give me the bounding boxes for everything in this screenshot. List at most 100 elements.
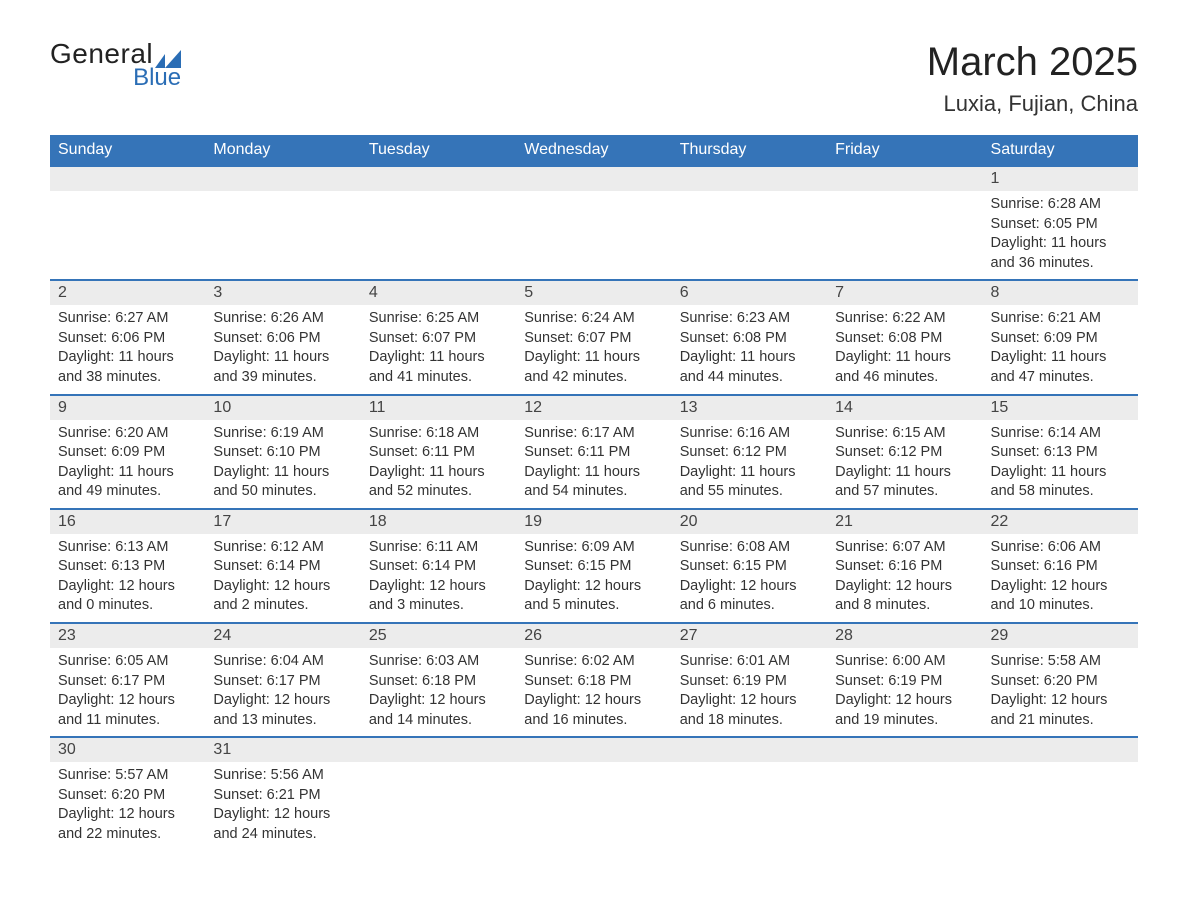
day-body: Sunrise: 6:01 AMSunset: 6:19 PMDaylight:… [672, 648, 827, 736]
sunset-line: Sunset: 6:10 PM [213, 443, 352, 463]
calendar-day-cell [672, 737, 827, 850]
day-number: 27 [672, 624, 827, 648]
daylight1-line: Daylight: 11 hours [680, 463, 819, 483]
sunset-line: Sunset: 6:20 PM [58, 786, 197, 806]
sunrise-line: Sunrise: 6:02 AM [524, 652, 663, 672]
sunrise-line: Sunrise: 6:13 AM [58, 538, 197, 558]
day-number: 23 [50, 624, 205, 648]
sunset-line: Sunset: 6:12 PM [680, 443, 819, 463]
daylight1-line: Daylight: 11 hours [369, 348, 508, 368]
daylight1-line: Daylight: 12 hours [58, 691, 197, 711]
daylight2-line: and 2 minutes. [213, 596, 352, 616]
calendar-day-cell: 27Sunrise: 6:01 AMSunset: 6:19 PMDayligh… [672, 623, 827, 737]
daylight2-line: and 19 minutes. [835, 711, 974, 731]
sunrise-line: Sunrise: 6:24 AM [524, 309, 663, 329]
day-number [205, 167, 360, 191]
day-body: Sunrise: 6:17 AMSunset: 6:11 PMDaylight:… [516, 420, 671, 508]
calendar-day-cell: 20Sunrise: 6:08 AMSunset: 6:15 PMDayligh… [672, 509, 827, 623]
daylight2-line: and 36 minutes. [991, 254, 1130, 274]
day-number: 3 [205, 281, 360, 305]
sunrise-line: Sunrise: 6:14 AM [991, 424, 1130, 444]
sunrise-line: Sunrise: 6:16 AM [680, 424, 819, 444]
sunrise-line: Sunrise: 6:21 AM [991, 309, 1130, 329]
daylight1-line: Daylight: 11 hours [835, 348, 974, 368]
day-body [827, 762, 982, 822]
calendar-day-cell: 8Sunrise: 6:21 AMSunset: 6:09 PMDaylight… [983, 280, 1138, 394]
day-body: Sunrise: 6:19 AMSunset: 6:10 PMDaylight:… [205, 420, 360, 508]
sunrise-line: Sunrise: 6:28 AM [991, 195, 1130, 215]
calendar-day-cell [50, 166, 205, 280]
weekday-header: Monday [205, 135, 360, 166]
daylight2-line: and 21 minutes. [991, 711, 1130, 731]
day-number: 19 [516, 510, 671, 534]
brand-line2: Blue [50, 66, 181, 90]
daylight1-line: Daylight: 12 hours [991, 691, 1130, 711]
daylight1-line: Daylight: 12 hours [58, 577, 197, 597]
day-body [205, 191, 360, 251]
calendar-day-cell [516, 737, 671, 850]
sunset-line: Sunset: 6:11 PM [524, 443, 663, 463]
sunset-line: Sunset: 6:15 PM [680, 557, 819, 577]
daylight2-line: and 5 minutes. [524, 596, 663, 616]
day-body: Sunrise: 6:27 AMSunset: 6:06 PMDaylight:… [50, 305, 205, 393]
calendar-day-cell: 13 Sunrise: 6:16 AMSunset: 6:12 PMDayligh… [672, 395, 827, 509]
calendar-day-cell [983, 737, 1138, 850]
day-body: Sunrise: 6:22 AMSunset: 6:08 PMDaylight:… [827, 305, 982, 393]
calendar-day-cell: 12Sunrise: 6:17 AMSunset: 6:11 PMDayligh… [516, 395, 671, 509]
day-number [672, 167, 827, 191]
day-number: 15 [983, 396, 1138, 420]
sunset-line: Sunset: 6:17 PM [213, 672, 352, 692]
daylight2-line: and 3 minutes. [369, 596, 508, 616]
day-number: 7 [827, 281, 982, 305]
header-bar: General Blue March 2025 Luxia, Fujian, C… [50, 40, 1138, 117]
sunset-line: Sunset: 6:07 PM [369, 329, 508, 349]
sunset-line: Sunset: 6:14 PM [213, 557, 352, 577]
sunrise-line: Sunrise: 6:27 AM [58, 309, 197, 329]
calendar-day-cell [205, 166, 360, 280]
day-number [983, 738, 1138, 762]
sunset-line: Sunset: 6:13 PM [991, 443, 1130, 463]
weekday-header-row: SundayMondayTuesdayWednesdayThursdayFrid… [50, 135, 1138, 166]
calendar-day-cell: 18Sunrise: 6:11 AMSunset: 6:14 PMDayligh… [361, 509, 516, 623]
daylight1-line: Daylight: 11 hours [991, 463, 1130, 483]
daylight1-line: Daylight: 11 hours [369, 463, 508, 483]
weekday-header: Tuesday [361, 135, 516, 166]
weekday-header: Sunday [50, 135, 205, 166]
calendar-week-row: 16Sunrise: 6:13 AMSunset: 6:13 PMDayligh… [50, 509, 1138, 623]
day-body: Sunrise: 6:23 AMSunset: 6:08 PMDaylight:… [672, 305, 827, 393]
daylight1-line: Daylight: 12 hours [213, 691, 352, 711]
sunset-line: Sunset: 6:20 PM [991, 672, 1130, 692]
day-body [50, 191, 205, 251]
day-body: Sunrise: 6:13 AMSunset: 6:13 PMDaylight:… [50, 534, 205, 622]
day-body: Sunrise: 6:18 AMSunset: 6:11 PMDaylight:… [361, 420, 516, 508]
calendar-day-cell: 22Sunrise: 6:06 AMSunset: 6:16 PMDayligh… [983, 509, 1138, 623]
sunrise-line: Sunrise: 5:58 AM [991, 652, 1130, 672]
daylight1-line: Daylight: 12 hours [991, 577, 1130, 597]
day-body [983, 762, 1138, 822]
sunrise-line: Sunrise: 6:08 AM [680, 538, 819, 558]
sunrise-line: Sunrise: 6:23 AM [680, 309, 819, 329]
day-number: 12 [516, 396, 671, 420]
calendar-week-row: 30Sunrise: 5:57 AMSunset: 6:20 PMDayligh… [50, 737, 1138, 850]
sunset-line: Sunset: 6:06 PM [58, 329, 197, 349]
day-body: Sunrise: 6:00 AMSunset: 6:19 PMDaylight:… [827, 648, 982, 736]
daylight2-line: and 11 minutes. [58, 711, 197, 731]
day-number: 5 [516, 281, 671, 305]
day-body: Sunrise: 6:05 AMSunset: 6:17 PMDaylight:… [50, 648, 205, 736]
daylight1-line: Daylight: 12 hours [369, 691, 508, 711]
calendar-day-cell: 2Sunrise: 6:27 AMSunset: 6:06 PMDaylight… [50, 280, 205, 394]
daylight1-line: Daylight: 11 hours [58, 348, 197, 368]
weekday-header: Saturday [983, 135, 1138, 166]
calendar-day-cell [827, 166, 982, 280]
day-number [827, 738, 982, 762]
calendar-day-cell: 26Sunrise: 6:02 AMSunset: 6:18 PMDayligh… [516, 623, 671, 737]
calendar-day-cell [516, 166, 671, 280]
daylight1-line: Daylight: 11 hours [58, 463, 197, 483]
weekday-header: Wednesday [516, 135, 671, 166]
sunset-line: Sunset: 6:15 PM [524, 557, 663, 577]
calendar-week-row: 2Sunrise: 6:27 AMSunset: 6:06 PMDaylight… [50, 280, 1138, 394]
day-number: 13 [672, 396, 827, 420]
daylight2-line: and 22 minutes. [58, 825, 197, 845]
day-number [672, 738, 827, 762]
day-number: 24 [205, 624, 360, 648]
